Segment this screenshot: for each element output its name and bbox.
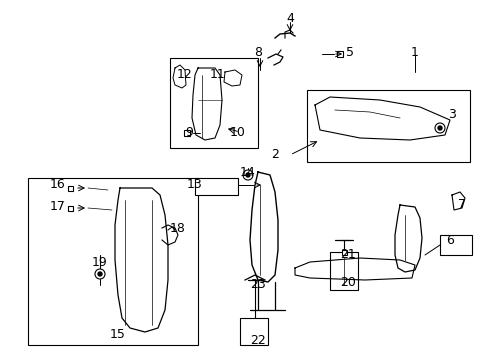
Bar: [306, 90, 469, 162]
Polygon shape: [192, 68, 222, 140]
Text: 5: 5: [346, 45, 353, 58]
Bar: [336, 51, 342, 57]
Text: 17: 17: [50, 201, 66, 213]
Text: 15: 15: [110, 328, 126, 342]
Polygon shape: [294, 258, 414, 280]
Text: 2: 2: [270, 148, 278, 162]
Text: 4: 4: [285, 12, 293, 24]
Text: 16: 16: [50, 179, 66, 192]
Text: 11: 11: [210, 68, 225, 81]
Circle shape: [95, 269, 105, 279]
Text: 1: 1: [410, 45, 418, 58]
Text: 3: 3: [447, 108, 455, 122]
Bar: [28, 178, 198, 345]
Polygon shape: [115, 188, 168, 332]
Polygon shape: [224, 70, 242, 86]
Polygon shape: [314, 97, 449, 140]
Bar: [170, 58, 258, 148]
Text: 10: 10: [229, 126, 245, 139]
Text: 21: 21: [340, 248, 355, 261]
Text: 6: 6: [445, 234, 453, 247]
Bar: [67, 185, 72, 190]
Circle shape: [437, 126, 441, 130]
Circle shape: [434, 123, 444, 133]
Bar: [67, 206, 72, 211]
Bar: [341, 249, 346, 255]
Text: 14: 14: [240, 166, 255, 179]
Circle shape: [243, 170, 252, 180]
Text: 13: 13: [187, 179, 203, 192]
Text: 8: 8: [253, 45, 262, 58]
Circle shape: [245, 173, 249, 177]
Polygon shape: [173, 65, 185, 88]
Bar: [439, 235, 471, 255]
Text: 7: 7: [457, 198, 465, 211]
Text: 18: 18: [170, 221, 185, 234]
Text: 12: 12: [177, 68, 192, 81]
Text: 23: 23: [250, 279, 265, 292]
Bar: [329, 252, 357, 290]
Polygon shape: [249, 172, 278, 282]
Bar: [240, 318, 267, 345]
Text: 22: 22: [250, 333, 265, 346]
Circle shape: [98, 272, 102, 276]
Text: 9: 9: [184, 126, 193, 139]
Text: 20: 20: [339, 275, 355, 288]
Text: 19: 19: [92, 256, 108, 269]
Polygon shape: [394, 205, 421, 272]
Bar: [195, 178, 238, 195]
Bar: [183, 130, 190, 136]
Polygon shape: [451, 192, 464, 210]
